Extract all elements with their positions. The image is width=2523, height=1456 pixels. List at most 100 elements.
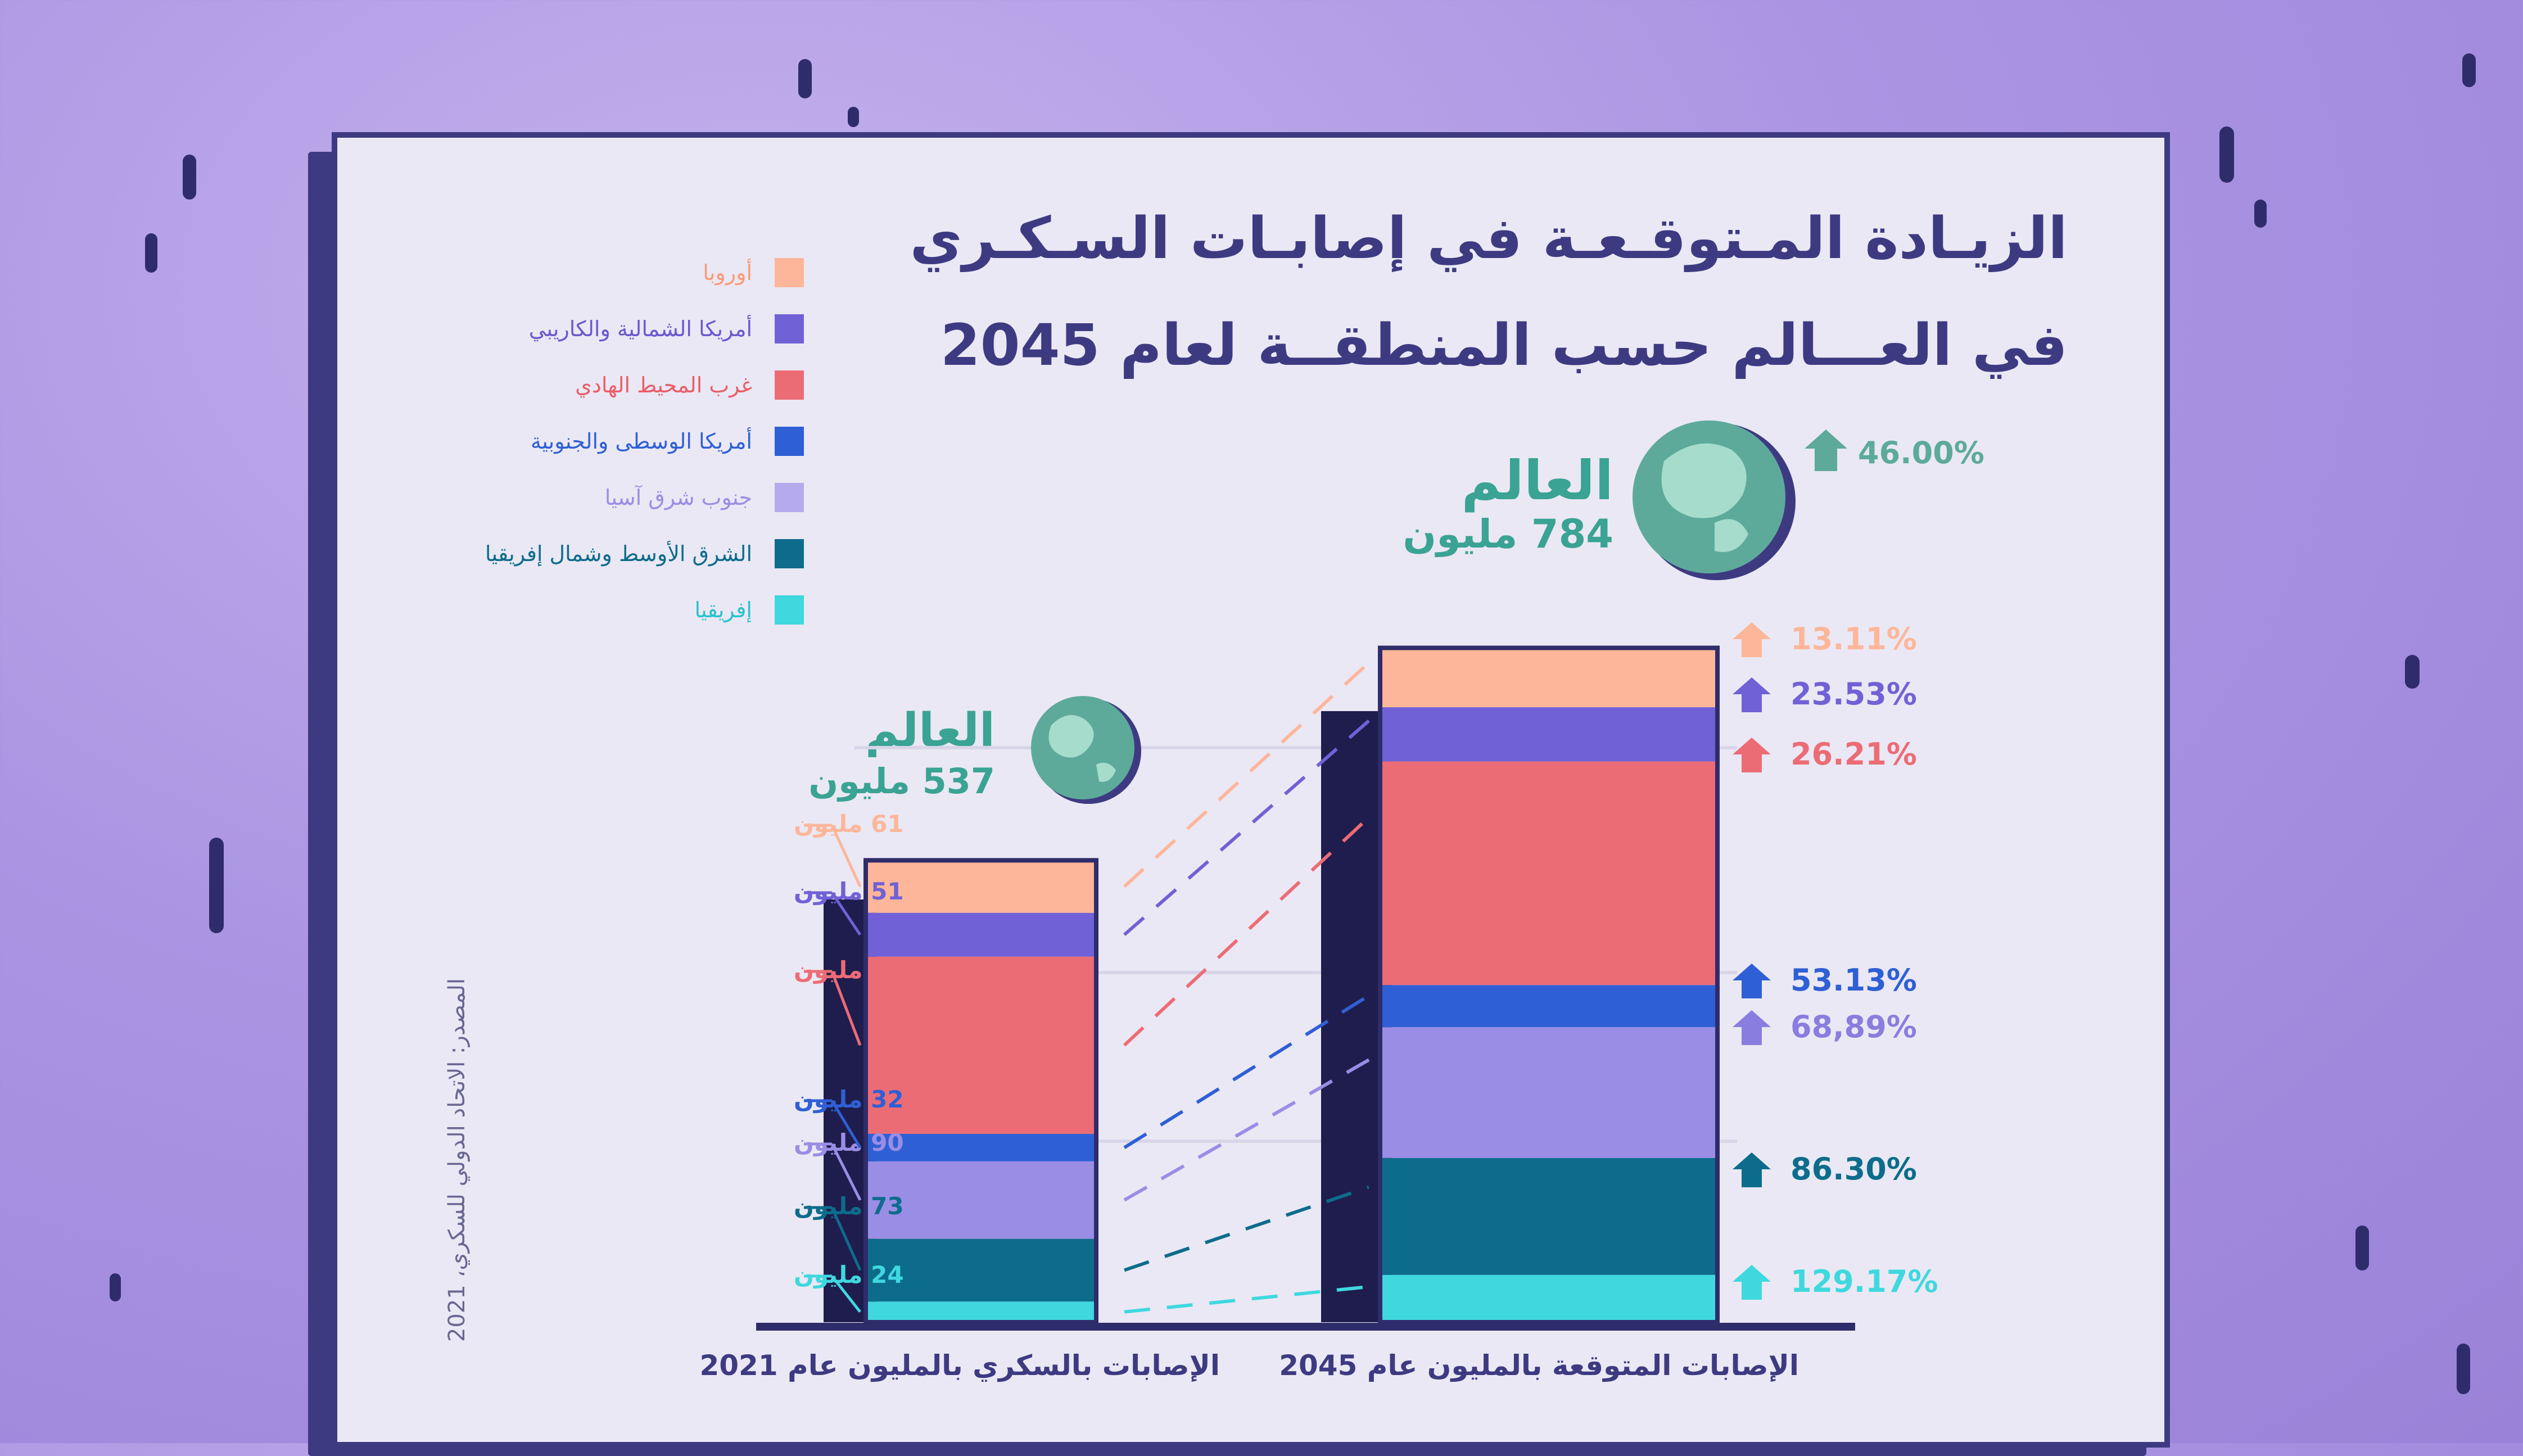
legend-label: الشرق الأوسط وشمال إفريقيا [485,541,752,566]
change-label-southeast_asia: 68,89% [1790,1009,1917,1044]
change-label-western_pacific: 26.21% [1790,736,1917,772]
change-label-north_america: 23.53% [1790,676,1917,712]
title-line-1: الزيـادة المـتوقـعـة في إصابـات السـكـري [910,205,2068,272]
connector-north_america [1123,719,1370,936]
legend-swatch [775,483,804,512]
decor-dash [848,107,859,127]
legend-item-africa: إفريقيا [694,590,804,630]
world-2045-name: العالم [1461,449,1613,512]
legend-item-western-pacific: غرب المحيط الهادي [575,365,804,405]
connector-europe [1123,661,1371,888]
labels-layer: 24 مليون 73 مليون 90 مليون 32 مليون 206 مليو… [794,621,1938,1313]
legend-label: غرب المحيط الهادي [575,373,752,397]
world-2045-label: العالم 784 مليون [1377,450,1613,557]
change-label-mena: 86.30% [1790,1151,1917,1187]
connector-central_south_america [1123,994,1370,1149]
bar-segment-southeast_asia [866,1161,1096,1239]
bar-segment-western_pacific [1380,761,1717,985]
bar-outline [1378,645,1720,1324]
label-leader [831,1275,861,1313]
world-2045-total: 784 مليون [1403,511,1613,557]
label-leader [830,824,862,888]
value-label-2021-central_south_america: 32 مليون [794,1086,904,1114]
bar-segment-southeast_asia [1380,1027,1717,1158]
legend-item-europe: أوروبا [703,253,804,292]
legend-swatch [775,539,804,568]
bar-segment-africa [1380,1274,1717,1322]
world-2021-total: 537 مليون [808,761,995,802]
arrow-up-icon [1733,964,1771,998]
globe-land [1048,715,1116,782]
total-change-indicator: 46.00% [1805,429,1984,471]
label-leader [830,971,862,1046]
value-label-2021-north_america: 51 مليون [794,878,904,906]
legend-label: جنوب شرق آسيا [604,485,752,510]
label-leader [830,1143,862,1201]
connector-mena [1124,1185,1369,1272]
value-label-2021-western_pacific: 206 مليون [794,956,920,984]
arrow-up-icon [1805,429,1847,471]
bar-segment-africa [866,1301,1096,1322]
bar-segment-western_pacific [866,956,1096,1134]
value-label-2021-southeast_asia: 90 مليون [794,1129,904,1157]
decor-dash [798,59,812,98]
label-leader [830,1206,862,1271]
decor-dash [2219,126,2234,183]
decor-dash [145,233,157,273]
decor-dash [110,1273,121,1301]
legend-label: إفريقيا [694,598,752,622]
total-change-text: 46.00% [1858,435,1984,471]
bar-segment-central_south_america [1380,985,1717,1028]
legend-swatch [775,427,804,456]
decor-dash [2462,53,2476,87]
bar-segment-europe [866,860,1096,913]
legend-item-mena: الشرق الأوسط وشمال إفريقيا [485,534,804,573]
bars-layer [824,645,1720,1324]
change-label-europe: 13.11% [1790,621,1917,657]
arrow-up-icon [1733,622,1771,657]
label-leader [830,892,862,936]
value-label-2021-africa: 24 مليون [794,1261,904,1289]
bar-segment-north_america [866,912,1096,957]
globe-land [1661,443,1748,552]
legend-swatch [775,258,804,287]
arrow-up-icon [1733,1152,1771,1187]
globe-2021-icon [1031,696,1141,804]
arrow-up-icon [1733,677,1771,712]
arrow-up-icon [1733,738,1771,772]
decor-dash [2355,1226,2369,1270]
value-label-2021-mena: 73 مليون [794,1192,904,1220]
legend-swatch [775,370,804,400]
connector-western_pacific [1123,816,1371,1047]
decor-dash [209,838,224,933]
legend-swatch [775,314,804,343]
bar-segment-europe [1380,648,1717,708]
legend-label: أمريكا الوسطى والجنوبية [530,429,752,454]
connector-southeast_asia [1123,1058,1370,1202]
decor-dash [2405,655,2420,689]
bar-segment-mena [1380,1157,1717,1275]
change-label-central_south_america: 53.13% [1790,962,1917,998]
arrow-up-icon [1733,1010,1771,1045]
title-line-2: في العـــالم حسب المنطقــة لعام 2045 [940,312,2068,379]
legend-item-north-america: أمريكا الشمالية والكاريبي [529,309,804,349]
legend-label: أوروبا [703,260,752,285]
decor-dash [2254,200,2267,228]
decor-dash [183,155,196,200]
legend-label: أمريكا الشمالية والكاريبي [528,316,752,341]
globe-2045-icon [1633,420,1796,580]
change-label-africa: 129.17% [1790,1264,1938,1299]
x-label-2021: الإصابات بالسكري بالمليون عام 2021 [699,1349,1220,1382]
bar-segment-north_america [1380,707,1717,762]
value-label-2021-europe: 61 مليون [794,810,904,838]
bar-segment-central_south_america [866,1133,1096,1161]
label-leader [830,1100,862,1148]
bar-segment-mena [866,1238,1096,1302]
legend-item-southeast-asia: جنوب شرق آسيا [605,478,804,517]
legend-item-central-south-america: أمريكا الوسطى والجنوبية [531,422,804,461]
arrow-up-icon [1733,1265,1771,1300]
legend-swatch [775,595,804,625]
x-label-2045: الإصابات المتوقعة بالمليون عام 2045 [1279,1349,1799,1382]
chart-title: الزيـادة المـتوقـعـة في إصابـات السـكـري… [831,186,2068,399]
decor-dash [2457,1344,2470,1394]
